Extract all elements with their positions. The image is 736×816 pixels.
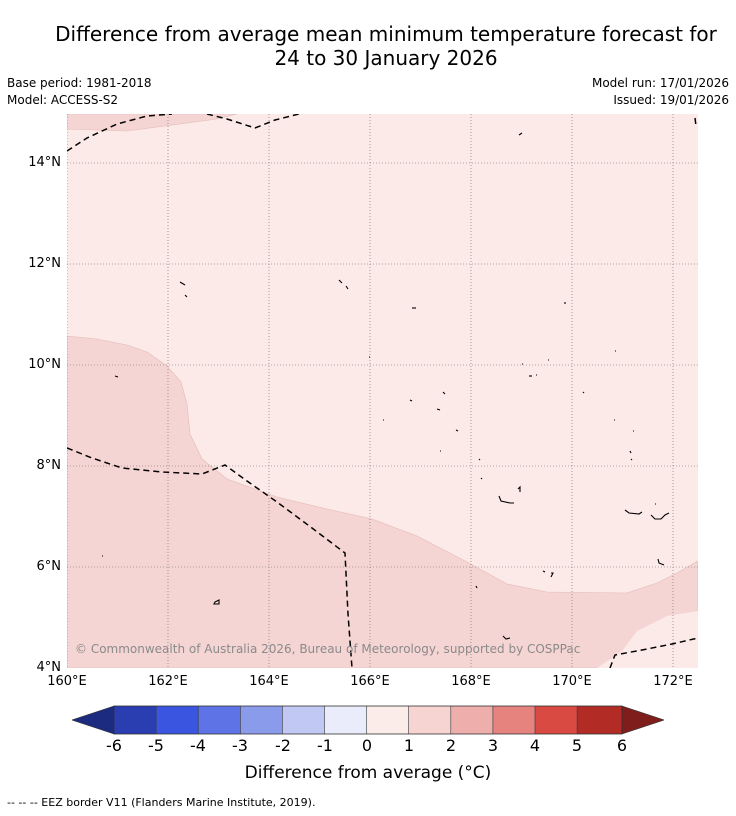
lon-label-170e: 170°E: [552, 674, 592, 689]
lat-label-6n: 6°N: [36, 559, 62, 574]
colorbar-tick-minus4: -4: [190, 736, 206, 755]
eez-borders: [67, 114, 698, 668]
lat-label-8n: 8°N: [36, 458, 62, 473]
lat-label-12n: 12°N: [28, 256, 61, 271]
colorbar-tick-0: 0: [361, 736, 373, 755]
title-line-1: Difference from average mean minimum tem…: [55, 22, 717, 46]
colorbar-bin-8: [408, 706, 451, 734]
meta-left: Base period: 1981-2018 Model: ACCESS-S2: [7, 75, 152, 109]
lon-label-162e: 162°E: [148, 674, 188, 689]
lat-label-4n: 4°N: [36, 660, 62, 675]
model-run: Model run: 17/01/2026: [591, 76, 729, 90]
colorbar-high-arrow: [621, 705, 664, 735]
colorbar-tick-2: 2: [445, 736, 457, 755]
colorbar-bin-3: [198, 706, 241, 734]
colorbar-tick-minus6: -6: [106, 736, 122, 755]
colorbar-bin-1: [114, 706, 157, 734]
colorbar-bin-10: [492, 706, 535, 734]
forecast-map: © Commonwealth of Australia 2026, Bureau…: [67, 114, 698, 668]
copyright-notice: © Commonwealth of Australia 2026, Bureau…: [75, 642, 580, 656]
lon-label-172e: 172°E: [653, 674, 693, 689]
colorbar-bin-6: [324, 706, 367, 734]
colorbar-tick-1: 1: [403, 736, 415, 755]
colorbar-tick-5: 5: [571, 736, 583, 755]
colorbar-bin-7: [366, 706, 409, 734]
base-period: Base period: 1981-2018: [7, 76, 152, 90]
colorbar-bin-11: [535, 706, 578, 734]
title-line-2: 24 to 30 January 2026: [274, 46, 498, 70]
colorbar-tick-4: 4: [529, 736, 541, 755]
model-name: Model: ACCESS-S2: [7, 93, 119, 107]
lat-label-10n: 10°N: [28, 357, 61, 372]
anomaly-1-to-2-region-main: [67, 335, 698, 668]
colorbar-tick-3: 3: [487, 736, 499, 755]
gridlines: [67, 114, 698, 668]
islands: [102, 132, 670, 640]
lon-label-166e: 166°E: [350, 674, 390, 689]
colorbar-low-arrow: [72, 705, 115, 735]
chart-title: Difference from average mean minimum tem…: [0, 22, 736, 70]
lat-label-14n: 14°N: [28, 155, 61, 170]
colorbar-bin-2: [156, 706, 199, 734]
colorbar-bin-9: [450, 706, 493, 734]
issued-date: Issued: 19/01/2026: [613, 93, 729, 107]
colorbar-tick-minus3: -3: [232, 736, 248, 755]
colorbar-bin-5: [282, 706, 325, 734]
lon-label-168e: 168°E: [451, 674, 491, 689]
colorbar-label: Difference from average (°C): [244, 763, 492, 783]
colorbar: [72, 705, 664, 735]
colorbar-tick-6: 6: [616, 736, 628, 755]
eez-legend-footer: -- -- -- EEZ border V11 (Flanders Marine…: [7, 796, 316, 809]
colorbar-bin-4: [240, 706, 283, 734]
lon-label-164e: 164°E: [249, 674, 289, 689]
lon-label-160e: 160°E: [47, 674, 87, 689]
colorbar-bin-12: [577, 706, 622, 734]
anomaly-1-to-2-region-top: [67, 114, 238, 132]
meta-right: Model run: 17/01/2026 Issued: 19/01/2026: [592, 75, 729, 109]
colorbar-tick-minus2: -2: [275, 736, 291, 755]
colorbar-tick-minus5: -5: [148, 736, 164, 755]
colorbar-tick-minus1: -1: [317, 736, 333, 755]
